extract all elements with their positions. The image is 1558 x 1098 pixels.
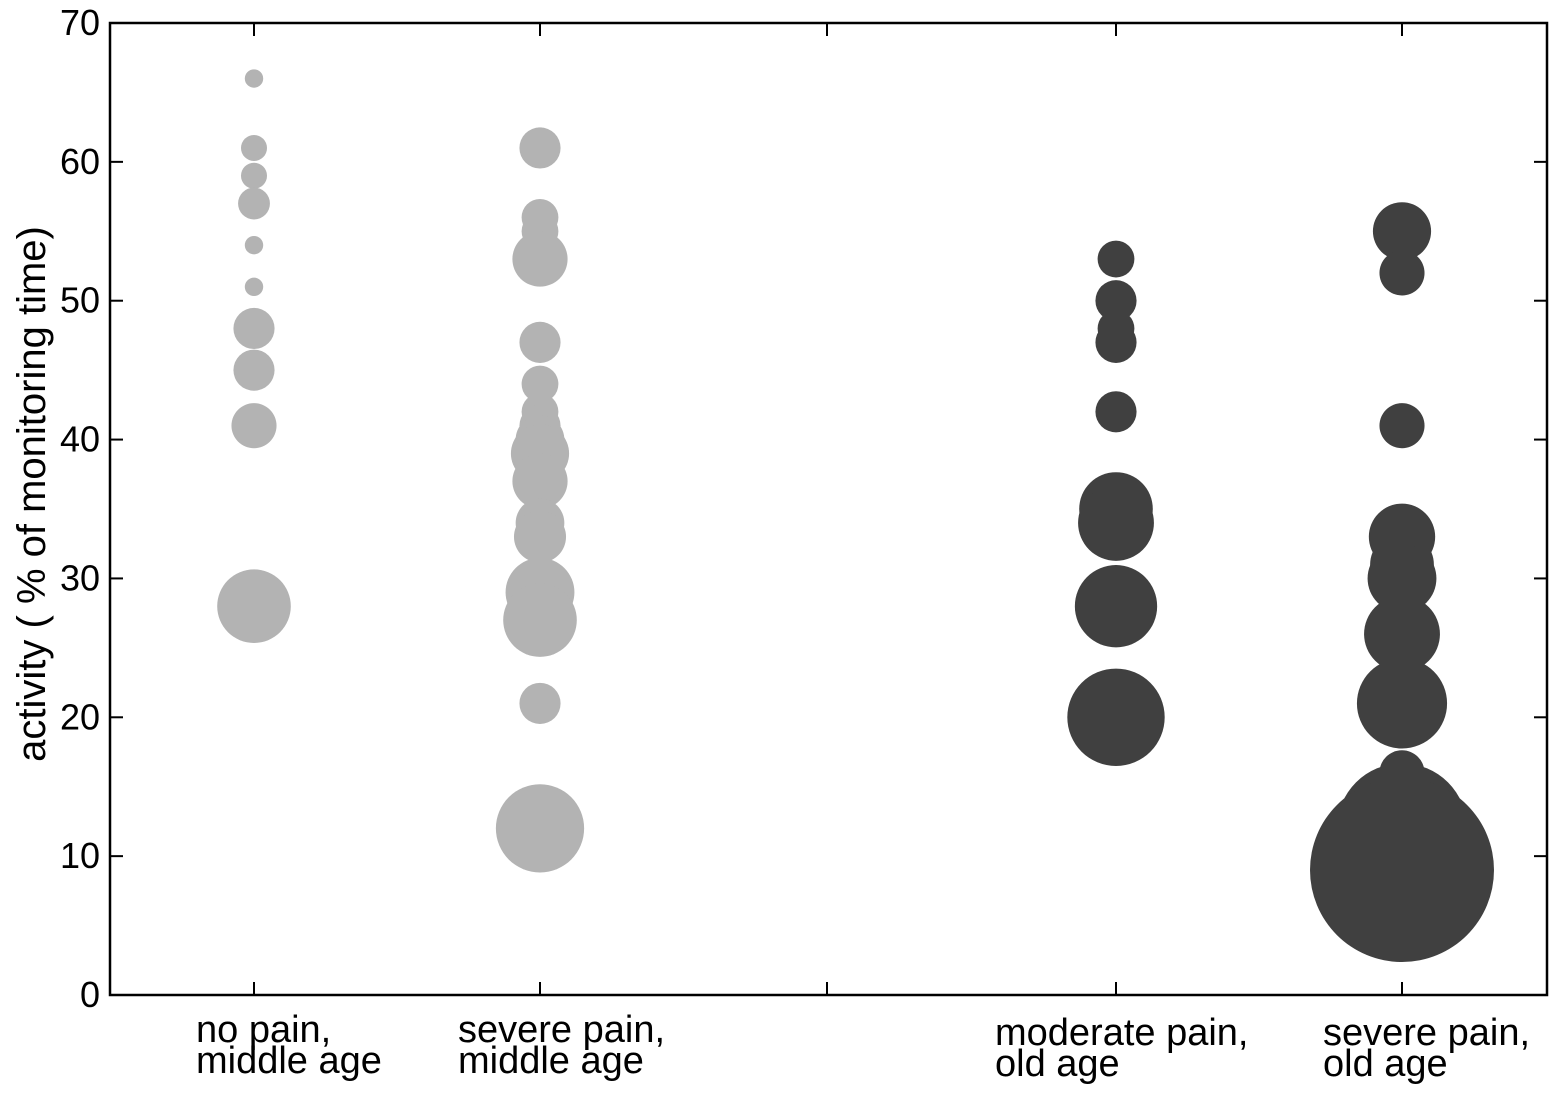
category-label-2: moderate pain, old age — [995, 1012, 1249, 1085]
bubble-3-5 — [1367, 544, 1437, 613]
y-axis-label: activity ( % of monitoring time) — [10, 226, 54, 762]
bubble-2-1 — [1095, 280, 1137, 322]
bubble-3-0 — [1372, 202, 1432, 261]
y-axis: 0 10 20 30 40 50 60 70 — [60, 2, 1547, 1015]
bubble-0-8 — [231, 403, 277, 449]
bubble-1-4 — [519, 321, 561, 363]
y-tick-label-6: 60 — [60, 141, 100, 182]
y-tick-label-4: 40 — [60, 419, 100, 460]
bubble-2-7 — [1074, 565, 1158, 648]
bubble-0-7 — [233, 349, 275, 391]
category-label-1-line-0: severe pain, — [458, 1009, 665, 1051]
bubble-1-12 — [513, 510, 567, 563]
bubble-2-0 — [1097, 240, 1135, 278]
bubble-1-0 — [519, 127, 561, 169]
category-label-2-line-0: moderate pain, — [995, 1012, 1249, 1054]
y-tick-label-5: 50 — [60, 280, 100, 321]
bubbles-layer — [217, 69, 1494, 963]
bubble-0-2 — [240, 162, 268, 189]
bubble-0-3 — [238, 187, 270, 220]
category-label-3-line-1: old age — [1323, 1043, 1448, 1085]
bubble-0-6 — [233, 307, 275, 350]
y-tick-label-3: 30 — [60, 557, 100, 598]
bubble-0-0 — [244, 69, 264, 88]
bubble-2-6 — [1078, 484, 1154, 561]
category-label-0-line-0: no pain, — [196, 1009, 331, 1051]
bubble-2-8 — [1067, 668, 1165, 766]
plot-frame — [108, 21, 1549, 997]
category-label-3-line-0: severe pain, — [1323, 1012, 1530, 1054]
bubble-2-3 — [1095, 321, 1137, 363]
category-label-0-line-1: middle age — [196, 1040, 382, 1082]
bubble-3-10 — [1310, 778, 1494, 963]
bubble-0-5 — [244, 277, 264, 297]
bubble-1-3 — [512, 231, 568, 287]
category-label-2-line-1: old age — [995, 1043, 1120, 1085]
bubble-0-9 — [217, 569, 291, 643]
bubble-3-7 — [1356, 658, 1448, 749]
y-tick-label-0: 0 — [80, 974, 100, 1015]
bubble-1-16 — [495, 784, 585, 873]
bubble-3-1 — [1379, 250, 1425, 296]
y-tick-label-2: 20 — [60, 696, 100, 737]
category-label-1-line-1: middle age — [458, 1040, 644, 1082]
bubble-1-14 — [503, 583, 577, 657]
bubble-1-15 — [519, 682, 561, 724]
bubble-3-6 — [1364, 596, 1440, 672]
bubble-0-1 — [240, 134, 268, 161]
y-tick-label-1: 10 — [60, 835, 100, 876]
category-label-0: no pain, middle age — [196, 1009, 382, 1082]
bubble-2-4 — [1095, 391, 1137, 433]
bubble-1-5 — [521, 365, 559, 403]
bubble-1-10 — [512, 453, 568, 509]
bubble-0-4 — [244, 235, 264, 255]
bubble-3-2 — [1379, 403, 1425, 449]
category-label-3: severe pain, old age — [1323, 1012, 1530, 1085]
y-tick-label-7: 70 — [60, 2, 100, 43]
category-label-1: severe pain, middle age — [458, 1009, 665, 1082]
